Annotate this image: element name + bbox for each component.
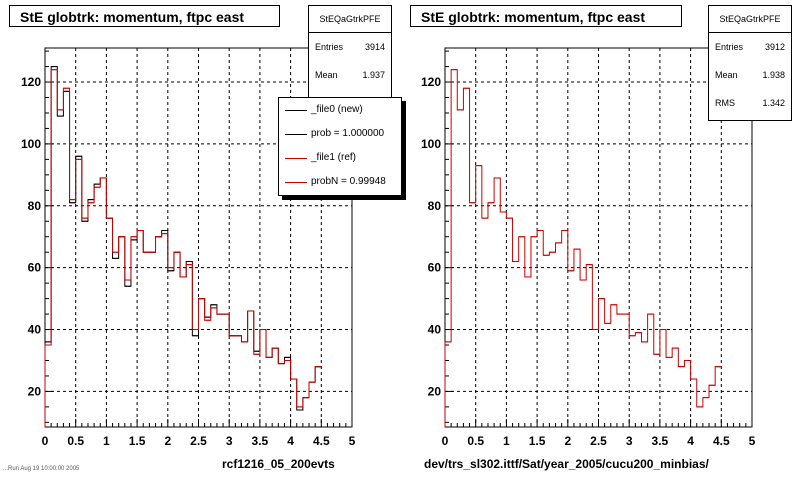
right-plot-panel: 0 0.5 1 1.5 2 2.5 3 3.5 4 4.5 5 20 40 60 80 100 120 StE … bbox=[400, 0, 800, 480]
left-plot-title: StE globtrk: momentum, ftpc east bbox=[9, 5, 280, 27]
right-stats-name: StEQaGtrkPFE bbox=[709, 6, 791, 33]
right-x-tick-label: 5 bbox=[749, 434, 756, 448]
left-histogram: 0 0.5 1 1.5 2 2.5 3 3.5 4 4.5 5 20 40 60 80 100 120 bbox=[21, 47, 356, 448]
left-stats-label: Mean bbox=[315, 70, 338, 80]
legend-swatch bbox=[285, 158, 307, 159]
left-stats-value: 1.937 bbox=[362, 70, 385, 80]
right-x-tick-label: 3 bbox=[626, 434, 633, 448]
right-stats-value: 1.342 bbox=[762, 98, 785, 108]
left-y-tick-label: 40 bbox=[28, 323, 42, 337]
right-y-tick-label: 120 bbox=[421, 75, 441, 89]
left-stats-value: 3914 bbox=[364, 42, 385, 52]
legend-label: probN = 0.99948 bbox=[311, 176, 386, 187]
left-x-tick-label: 5 bbox=[349, 434, 356, 448]
left-stats-name: StEQaGtrkPFE bbox=[309, 6, 391, 33]
right-series-0-line bbox=[444, 69, 722, 427]
right-y-tick-label: 20 bbox=[428, 384, 442, 398]
right-stats-value: 3912 bbox=[764, 42, 785, 52]
left-x-tick-label: 0.5 bbox=[67, 434, 84, 448]
legend-label: _file0 (new) bbox=[311, 104, 363, 115]
right-x-tick-label: 0.5 bbox=[467, 434, 484, 448]
right-stats-row: RMS 1.342 bbox=[709, 89, 791, 117]
left-x-tick-label: 1 bbox=[103, 434, 110, 448]
left-plot-panel: 0 0.5 1 1.5 2 2.5 3 3.5 4 4.5 5 20 40 60 80 100 120 StE … bbox=[3, 5, 402, 472]
left-x-tick-label: 2 bbox=[164, 434, 171, 448]
left-stats-label: Entries bbox=[315, 42, 344, 52]
right-stats-label: Mean bbox=[715, 70, 738, 80]
right-caption: dev/trs_sl302.ittf/Sat/year_2005/cucu200… bbox=[424, 457, 709, 471]
right-x-tick-label: 1.5 bbox=[529, 434, 546, 448]
legend-entry: probN = 0.99948 bbox=[279, 170, 401, 194]
right-stats-value: 1.938 bbox=[762, 70, 785, 80]
right-stats-row: Mean 1.938 bbox=[709, 61, 791, 89]
right-x-tick-label: 1 bbox=[503, 434, 510, 448]
right-x-tick-label: 0 bbox=[442, 434, 449, 448]
right-stats-row: Entries 3912 bbox=[709, 33, 791, 61]
right-stats-box: StEQaGtrkPFE Entries 3912 Mean 1.938 RMS… bbox=[708, 5, 792, 121]
left-stats-box: StEQaGtrkPFE Entries 3914 Mean 1.937 bbox=[308, 5, 392, 99]
legend-entry: _file0 (new) bbox=[279, 98, 401, 122]
legend-label: prob = 1.000000 bbox=[311, 128, 385, 139]
legend-swatch bbox=[285, 134, 307, 135]
legend-swatch bbox=[285, 110, 307, 111]
right-y-tick-label: 40 bbox=[428, 323, 442, 337]
left-footnote: ...Run Aug 19 10:00:00 2005 bbox=[3, 466, 80, 472]
right-histogram: 0 0.5 1 1.5 2 2.5 3 3.5 4 4.5 5 20 40 60 80 100 120 bbox=[421, 47, 756, 448]
left-x-tick-label: 0 bbox=[42, 434, 49, 448]
right-y-tick-label: 80 bbox=[428, 199, 442, 213]
left-y-tick-label: 120 bbox=[21, 75, 41, 89]
left-x-tick-label: 4.5 bbox=[313, 434, 330, 448]
right-y-tick-label: 60 bbox=[428, 261, 442, 275]
left-stats-row: Mean 1.937 bbox=[309, 61, 391, 89]
right-plot-title: StE globtrk: momentum, ftpc east bbox=[410, 5, 682, 27]
left-x-tick-label: 3.5 bbox=[252, 434, 269, 448]
left-caption: rcf1216_05_200evts bbox=[222, 457, 335, 471]
left-y-tick-label: 20 bbox=[28, 384, 42, 398]
legend-entry: _file1 (ref) bbox=[279, 146, 401, 170]
right-x-tick-label: 4.5 bbox=[713, 434, 730, 448]
legend-swatch bbox=[285, 182, 307, 183]
legend-entry: prob = 1.000000 bbox=[279, 122, 401, 146]
right-x-tick-label: 3.5 bbox=[652, 434, 669, 448]
legend-box: _file0 (new) prob = 1.000000 _file1 (ref… bbox=[278, 97, 402, 196]
left-y-tick-label: 80 bbox=[28, 199, 42, 213]
legend-label: _file1 (ref) bbox=[311, 152, 357, 163]
left-stats-row: Entries 3914 bbox=[309, 33, 391, 61]
right-stats-label: Entries bbox=[715, 42, 744, 52]
right-x-tick-label: 2.5 bbox=[590, 434, 607, 448]
right-y-tick-label: 100 bbox=[421, 137, 441, 151]
right-x-tick-label: 2 bbox=[564, 434, 571, 448]
right-x-tick-label: 4 bbox=[687, 434, 694, 448]
left-y-tick-label: 60 bbox=[28, 261, 42, 275]
left-x-tick-label: 1.5 bbox=[129, 434, 146, 448]
left-x-tick-label: 2.5 bbox=[190, 434, 207, 448]
right-stats-label: RMS bbox=[715, 98, 735, 108]
left-y-tick-label: 100 bbox=[21, 137, 41, 151]
left-x-tick-label: 3 bbox=[226, 434, 233, 448]
left-x-tick-label: 4 bbox=[287, 434, 294, 448]
